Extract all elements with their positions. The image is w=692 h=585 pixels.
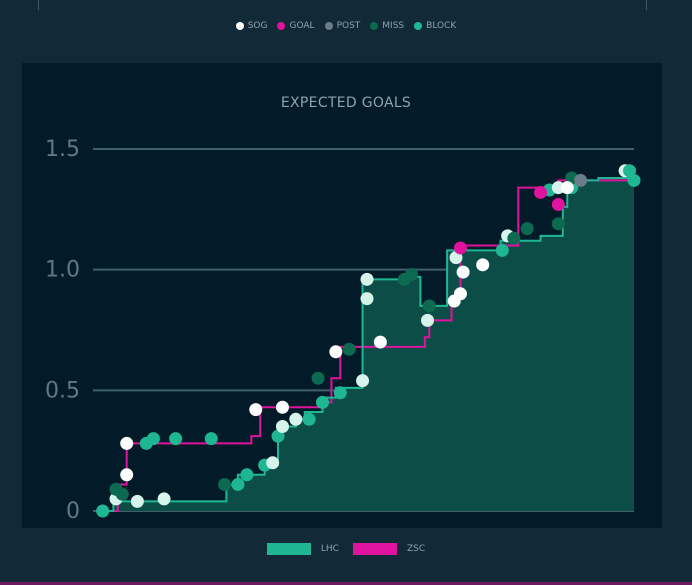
event-point-sog — [329, 345, 343, 359]
legend-label-sog: SOG — [247, 21, 268, 31]
y-tick-label: 0 — [66, 499, 80, 524]
block-dot-icon — [414, 22, 423, 30]
event-point-miss — [311, 371, 325, 385]
event-point-sog — [356, 374, 370, 388]
legend-label-post: POST — [336, 21, 361, 31]
legend-item-block[interactable]: BLOCK — [414, 21, 456, 31]
event-point-sog — [275, 420, 289, 434]
y-tick-label: 1.0 — [45, 258, 80, 283]
event-point-miss — [507, 231, 521, 245]
legend-item-zsc[interactable]: ZSC — [352, 543, 426, 555]
legend-item-goal[interactable]: GOAL — [277, 21, 315, 31]
event-point-sog — [360, 292, 374, 306]
event-point-miss — [405, 267, 418, 281]
event-point-goal — [551, 198, 565, 212]
post-dot-icon — [324, 22, 333, 30]
legend-item-post[interactable]: POST — [324, 21, 361, 31]
event-point-block — [146, 432, 160, 446]
zsc-swatch-icon — [352, 543, 397, 555]
event-point-block — [231, 477, 245, 491]
event-point-sog — [275, 400, 289, 414]
series-area-lhc — [100, 177, 634, 511]
event-point-sog — [373, 335, 387, 349]
event-point-sog — [360, 272, 374, 286]
y-tick-label: 0.5 — [45, 378, 80, 403]
top-divider-left — [38, 0, 39, 10]
event-point-block — [302, 412, 316, 426]
legend-label-block: BLOCK — [426, 21, 457, 31]
event-point-miss — [218, 477, 232, 491]
miss-dot-icon — [370, 22, 379, 30]
event-point-sog — [449, 251, 463, 265]
top-divider-right — [646, 0, 647, 10]
event-point-sog — [249, 403, 263, 417]
legend-label-zsc: ZSC — [406, 544, 426, 554]
event-point-sog — [551, 181, 565, 195]
event-point-sog — [456, 265, 470, 279]
event-point-miss — [342, 342, 356, 356]
event-point-block — [627, 173, 641, 187]
event-point-sog — [157, 492, 171, 506]
event-point-block — [333, 386, 347, 400]
legend-item-miss[interactable]: MISS — [370, 21, 404, 31]
event-point-block — [204, 432, 218, 446]
lhc-swatch-icon — [266, 543, 311, 555]
event-point-sog — [120, 468, 134, 482]
event-point-sog — [130, 494, 144, 508]
event-point-sog — [289, 412, 303, 426]
event-point-sog — [476, 258, 490, 272]
event-point-sog — [120, 436, 134, 450]
event-point-miss — [109, 482, 123, 496]
sog-dot-icon — [235, 22, 244, 30]
event-point-sog — [421, 313, 435, 327]
legend-label-goal: GOAL — [289, 21, 315, 31]
event-point-miss — [520, 222, 534, 236]
chart-title: EXPECTED GOALS — [280, 95, 412, 111]
event-point-goal — [453, 241, 467, 255]
legend-label-lhc: LHC — [320, 544, 339, 554]
event-point-sog — [453, 287, 467, 301]
event-point-miss — [422, 299, 436, 313]
event-point-sog — [560, 181, 574, 195]
legend-item-sog[interactable]: SOG — [235, 21, 268, 31]
event-point-post — [574, 173, 588, 187]
event-type-legend: SOG GOAL POST MISS BLOCK — [0, 21, 692, 31]
legend-item-lhc[interactable]: LHC — [266, 543, 339, 555]
goal-dot-icon — [277, 22, 286, 30]
event-point-block — [169, 432, 183, 446]
y-tick-label: 1.5 — [45, 137, 80, 162]
event-point-block — [96, 504, 110, 518]
event-point-block — [271, 429, 285, 443]
event-point-block — [240, 468, 254, 482]
event-point-block — [623, 164, 637, 178]
bottom-accent-bar — [0, 582, 692, 585]
event-point-miss — [551, 217, 565, 231]
event-point-goal — [534, 185, 548, 199]
team-legend: LHC ZSC — [0, 543, 692, 555]
event-point-block — [495, 243, 509, 257]
event-point-sog — [266, 456, 280, 470]
legend-label-miss: MISS — [382, 21, 405, 31]
event-point-block — [316, 395, 329, 409]
